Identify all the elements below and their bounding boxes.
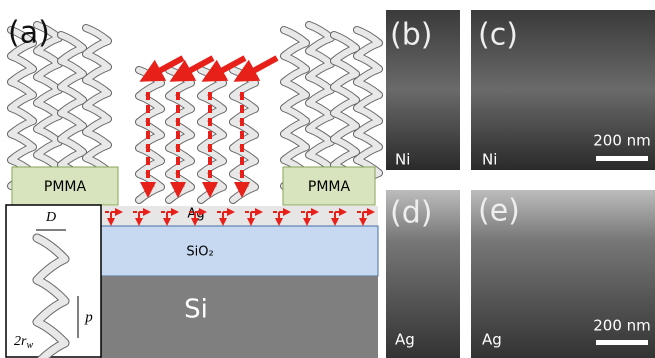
sio2-label: SiO₂	[186, 245, 213, 260]
wire-radius-base: 2r	[14, 334, 27, 349]
diameter-label: D	[45, 210, 56, 225]
pmma-label: PMMA	[44, 179, 87, 195]
material-label: Ag	[482, 331, 502, 349]
sio2-layer	[100, 226, 378, 276]
material-label: Ag	[395, 331, 415, 349]
panel-label: (c)	[478, 18, 518, 53]
helix	[11, 30, 33, 186]
panel-c: (c) Ni 200 nm	[471, 10, 655, 170]
panel-a: PMMA PMMA Ag SiO₂ Si D p 2rw (a)	[6, 16, 379, 358]
wire-radius-sub: w	[26, 340, 33, 351]
scale-bar	[596, 156, 648, 161]
panel-b: (b) Ni	[386, 10, 460, 170]
panel-label: (b)	[390, 18, 432, 53]
panel-label: (e)	[478, 194, 520, 229]
pitch-label: p	[84, 309, 93, 325]
ag-layer	[100, 206, 378, 226]
panel-label: (d)	[390, 196, 432, 231]
helix	[309, 25, 331, 181]
scale-bar	[596, 340, 648, 345]
figure: PMMA PMMA Ag SiO₂ Si D p 2rw (a) (b) Ni …	[0, 0, 655, 358]
scale-bar-label: 200 nm	[593, 132, 651, 150]
si-layer	[100, 276, 378, 358]
pmma-label: PMMA	[308, 179, 351, 195]
panel-label: (a)	[8, 16, 50, 51]
helix	[357, 30, 379, 186]
material-label: Ni	[395, 151, 410, 169]
si-label: Si	[184, 295, 208, 325]
arrow	[244, 58, 277, 76]
panel-e: (e) Ag 200 nm	[471, 190, 655, 358]
scale-bar-label: 200 nm	[593, 317, 651, 335]
helix	[284, 30, 306, 186]
material-label: Ni	[482, 151, 497, 169]
panel-d: (d) Ag	[386, 190, 460, 358]
helix	[86, 28, 108, 184]
